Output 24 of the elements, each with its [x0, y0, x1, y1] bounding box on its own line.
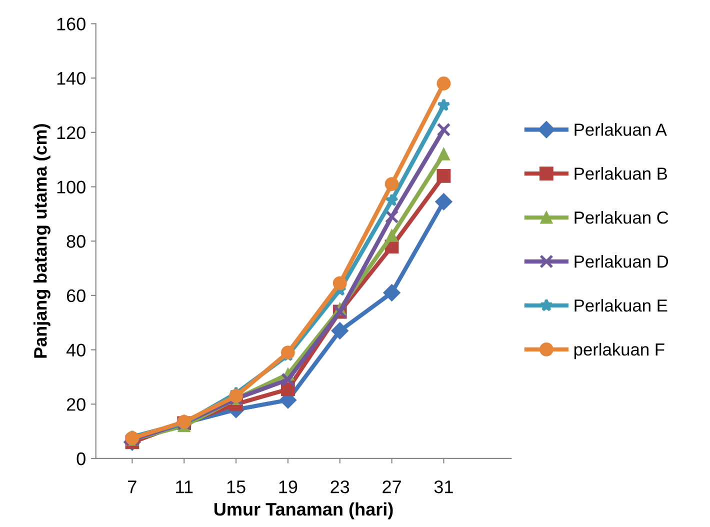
y-tick-label: 100	[57, 180, 86, 194]
y-tick-label: 0	[76, 452, 86, 466]
x-tick-label: 7	[128, 480, 136, 494]
legend-label: Perlakuan D	[574, 254, 668, 268]
y-tick-label: 140	[57, 72, 86, 85]
x-tick-label: 19	[279, 480, 298, 494]
legend-label: Perlakuan B	[574, 167, 667, 180]
legend-label: Perlakuan C	[574, 211, 668, 224]
x-tick-label: 31	[434, 480, 453, 494]
x-tick-label: 15	[227, 480, 246, 494]
x-tick-label: 27	[382, 480, 401, 494]
x-tick-label: 23	[330, 480, 350, 494]
x-tick-label: 11	[176, 480, 193, 494]
legend-label: Perlakuan A	[574, 123, 667, 136]
y-tick-label: 80	[66, 235, 86, 248]
y-tick-label: 20	[66, 398, 86, 411]
x-axis-title: Umur Tanaman (hari)	[214, 502, 393, 520]
y-tick-label: 60	[66, 289, 86, 302]
y-tick-label: 40	[66, 344, 86, 357]
y-tick-label: 120	[57, 126, 86, 140]
y-tick-label: 160	[57, 18, 86, 30]
legend-label: Perlakuan E	[574, 298, 668, 312]
legend-label: perlakuan F	[574, 342, 664, 360]
y-axis-title: Panjang batang utama (cm)	[34, 124, 50, 358]
